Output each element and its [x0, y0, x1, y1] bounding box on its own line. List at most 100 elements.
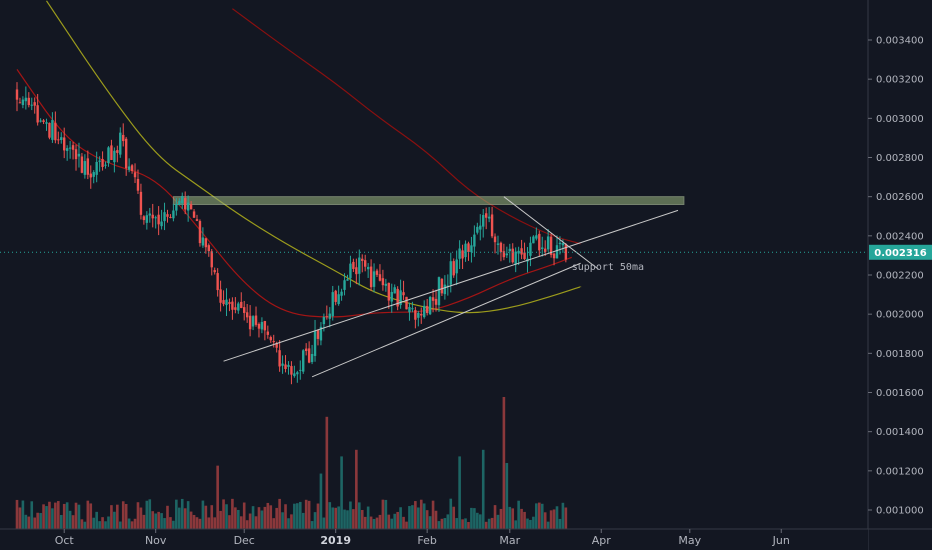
trendline[interactable]	[223, 209, 679, 362]
candle	[63, 127, 66, 159]
trendline[interactable]	[503, 196, 599, 270]
volume-bar	[92, 517, 96, 529]
candle	[68, 140, 72, 159]
volume-bar	[473, 508, 476, 529]
candle	[508, 243, 511, 263]
candle-body	[287, 364, 290, 367]
candle-body	[343, 280, 346, 290]
candle	[352, 258, 355, 272]
volume-bar	[21, 500, 25, 529]
candle-body	[493, 236, 497, 243]
volume-bar	[366, 506, 370, 529]
candle-body	[402, 292, 405, 296]
candle	[86, 150, 90, 180]
candle-body	[254, 315, 258, 325]
candle	[163, 202, 166, 231]
candle-body	[225, 299, 228, 306]
candle-body	[119, 132, 122, 155]
volume-bar	[537, 502, 541, 529]
candle-body	[476, 226, 479, 233]
volume-bar	[186, 501, 190, 529]
candle	[461, 244, 464, 269]
candle-body	[186, 202, 190, 211]
volume-bar	[290, 514, 293, 529]
candle	[529, 236, 532, 267]
volume-bar	[357, 502, 361, 529]
resistance-zone[interactable]	[172, 196, 685, 206]
price-tick-label: 0.001400	[876, 427, 924, 438]
candle	[363, 254, 367, 272]
candle	[505, 246, 509, 258]
volume-bar	[177, 507, 181, 529]
volume-bar	[535, 503, 538, 529]
candle	[92, 170, 95, 184]
candle-body	[363, 260, 367, 267]
volume-bar	[175, 499, 178, 529]
volume-bar	[133, 518, 137, 529]
candle-body	[89, 173, 92, 178]
candle-body	[349, 263, 352, 279]
candle	[405, 296, 408, 310]
price-tick-label: 0.001000	[876, 506, 924, 517]
price-axis-panel[interactable]	[868, 0, 932, 550]
volume-bar	[145, 500, 149, 529]
volume-bar	[189, 511, 193, 529]
time-axis-panel[interactable]	[0, 529, 868, 550]
candle	[355, 258, 358, 285]
volume-bar	[437, 521, 441, 529]
candle	[204, 237, 208, 254]
candle	[113, 147, 116, 173]
volume-bar	[266, 502, 270, 529]
candle	[104, 161, 107, 169]
candle-body	[57, 139, 60, 141]
volume-bar	[540, 503, 544, 529]
volume-bar	[340, 456, 343, 529]
volume-bar	[520, 508, 523, 529]
volume-bar	[242, 502, 246, 529]
last-price-badge: 0.002316	[869, 244, 932, 260]
volume-bar	[183, 508, 187, 529]
volume-bar	[127, 518, 131, 529]
candle	[139, 183, 143, 220]
trendline[interactable]	[311, 262, 581, 378]
candle-body	[375, 270, 379, 275]
volume-bar	[116, 504, 119, 529]
volume-bar	[272, 518, 276, 529]
candle-body	[352, 261, 355, 269]
volume-bar	[399, 507, 402, 529]
candle-body	[420, 313, 423, 316]
candle-body	[535, 235, 538, 239]
candle-body	[319, 326, 323, 341]
candle	[45, 118, 48, 131]
volume-bar	[499, 508, 503, 529]
volume-bar	[346, 510, 349, 529]
volume-bar	[396, 511, 399, 529]
volume-bar	[378, 514, 382, 529]
volume-bar	[422, 503, 426, 529]
candle-body	[240, 301, 243, 309]
candle	[231, 297, 234, 320]
candle	[361, 254, 364, 273]
candle	[476, 222, 479, 235]
candle	[393, 284, 396, 294]
candle	[272, 334, 275, 348]
candle	[124, 136, 128, 176]
time-tick-label: May	[678, 534, 701, 547]
candle-body	[358, 257, 361, 274]
candle	[543, 240, 547, 256]
volume-bar	[372, 518, 376, 529]
volume-bar	[107, 516, 110, 529]
candle-body	[27, 97, 31, 106]
candle	[240, 292, 243, 309]
volume-bar	[526, 518, 529, 529]
candle	[254, 306, 258, 327]
volume-bar	[113, 511, 116, 529]
candle	[219, 280, 222, 312]
candle	[313, 319, 317, 362]
volume-bar	[77, 504, 81, 529]
candle	[538, 230, 541, 257]
candle	[154, 215, 157, 229]
candle-body	[470, 245, 473, 253]
